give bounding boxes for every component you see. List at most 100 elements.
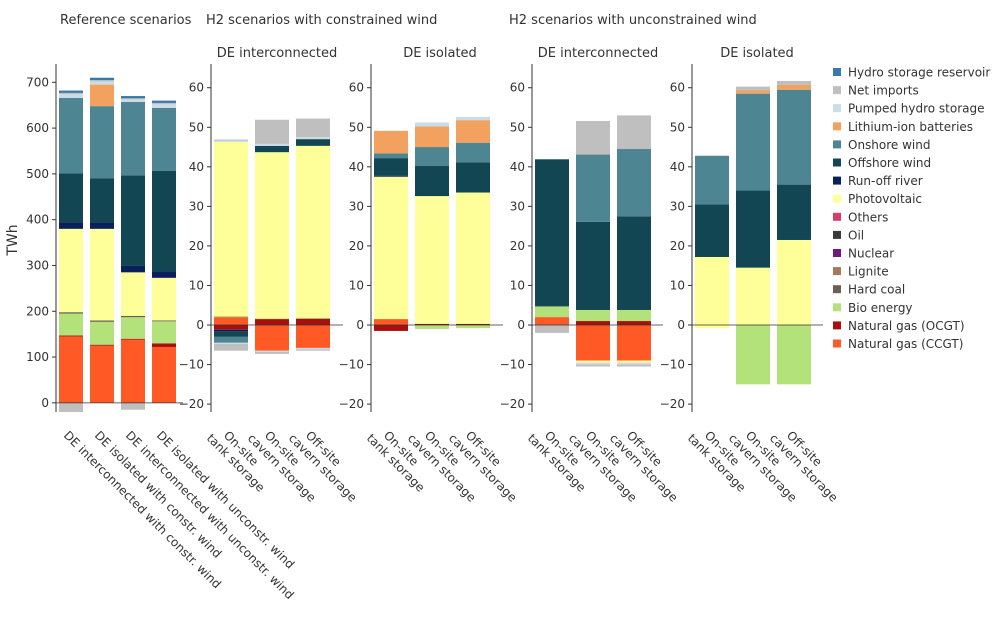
bar-segment-run-off-river <box>152 271 176 278</box>
bar-segment-neg-pumped-hydro-storage <box>576 362 610 365</box>
y-tick-label: 0 <box>356 318 364 332</box>
group-title-constrained: H2 scenarios with constrained wind <box>206 13 437 28</box>
y-tick-label: 20 <box>189 239 204 253</box>
bar-segment-hard-coal <box>121 315 145 318</box>
bar-segment-offshore-wind <box>152 170 176 272</box>
category-label: DE isolated with constr. wind <box>92 428 225 561</box>
bar-segment-offshore-wind <box>90 178 114 223</box>
bar-segment-neg-bio-energy <box>415 325 449 329</box>
bar-segment-photovoltaic <box>374 176 408 320</box>
y-tick-label: 30 <box>670 199 685 213</box>
y-tick-label: 0 <box>41 396 49 410</box>
y-tick-label: 50 <box>349 120 364 134</box>
bar-segment-neg-net-imports <box>576 364 610 367</box>
bar-segment-offshore-wind <box>576 221 610 310</box>
y-tick-label: 10 <box>189 278 204 292</box>
legend-swatch <box>833 303 841 312</box>
bar-segment-pumped-hydro-storage <box>214 140 248 142</box>
legend-swatch <box>833 68 841 76</box>
bar-segment-offshore-wind <box>374 158 408 176</box>
y-tick-label: −20 <box>179 397 204 411</box>
bar-segment-neg-pumped-hydro-storage <box>617 362 651 365</box>
bar-segment-natural-gas-ocgt <box>576 321 610 325</box>
bar-segment-natural-gas-ocgt <box>90 344 114 346</box>
bar-segment-run-off-river <box>59 222 83 229</box>
legend-swatch <box>833 194 841 203</box>
legend-item-bio-energy: Bio energy <box>833 301 913 315</box>
y-tick-label: 50 <box>670 120 685 134</box>
y-axis-label: TWh <box>5 224 21 256</box>
y-tick-label: 10 <box>510 278 525 292</box>
bar-segment-natural-gas-ccgt <box>535 317 569 325</box>
bar-segment-neg-net-imports <box>214 343 248 351</box>
bar-segment-net-imports <box>90 80 114 82</box>
y-tick-label: −20 <box>500 397 525 411</box>
y-tick-label: 40 <box>670 160 685 174</box>
bar-segment-net-imports <box>617 115 651 150</box>
legend: Hydro storage reservoir Net imports Pumped… <box>833 66 990 351</box>
legend-label: Net imports <box>848 84 919 98</box>
group-title-reference: Reference scenarios <box>60 13 192 28</box>
legend-swatch <box>833 212 841 221</box>
legend-label: Bio energy <box>848 301 913 315</box>
y-tick-label: 30 <box>510 199 525 213</box>
bar-segment-bio-energy <box>576 309 610 322</box>
bar-segment-lithium-ion-batteries <box>374 130 408 154</box>
y-tick-label: −10 <box>339 358 364 372</box>
bar-segment-neg-onshore-wind <box>214 336 248 343</box>
panel-title: DE isolated <box>403 46 477 61</box>
legend-item-nuclear: Nuclear <box>833 247 894 261</box>
bar-segment-bio-energy <box>59 313 83 336</box>
bar-segment-photovoltaic <box>90 228 114 321</box>
bar-segment-pumped-hydro-storage <box>456 116 490 121</box>
bar-segment-photovoltaic <box>415 196 449 324</box>
bar-segment-offshore-wind <box>296 139 330 146</box>
bar-segment-offshore-wind <box>617 216 651 310</box>
bar-segment-net-imports <box>736 86 770 91</box>
legend-swatch <box>833 104 841 113</box>
bar-segment-photovoltaic <box>59 228 83 313</box>
bar-segment-neg-natural-gas-ocgt <box>214 325 248 330</box>
bar-segment-bio-energy <box>90 321 114 345</box>
bar-segment-offshore-wind <box>695 204 729 257</box>
legend-swatch <box>833 249 841 257</box>
bar-segment-hydro-storage-reservoir <box>90 77 114 81</box>
bar-segment-neg-photovoltaic <box>695 325 729 329</box>
legend-swatch <box>833 339 841 348</box>
group-title-unconstrained: H2 scenarios with unconstrained wind <box>509 13 757 28</box>
y-tick-label: 50 <box>510 120 525 134</box>
bar-segment-pumped-hydro-storage <box>296 137 330 140</box>
bar-segment-offshore-wind <box>535 159 569 307</box>
y-tick-label: −20 <box>339 397 364 411</box>
bar-segment-natural-gas-ccgt <box>152 346 176 403</box>
legend-item-net-imports: Net imports <box>833 84 919 98</box>
legend-label: Natural gas (CCGT) <box>848 337 963 351</box>
bar-segment-offshore-wind <box>777 184 811 240</box>
bar-segment-natural-gas-ccgt <box>214 317 248 325</box>
bar-segment-photovoltaic <box>152 277 176 321</box>
bar-segment-net-imports <box>152 102 176 105</box>
bar-segment-lithium-ion-batteries <box>777 84 811 90</box>
bar-segment-neg-photovoltaic <box>576 360 610 363</box>
bar-segment-onshore-wind <box>736 93 770 191</box>
legend-swatch <box>833 321 841 330</box>
bar-segment-neg-natural-gas-ccgt <box>576 325 610 361</box>
bar-segment-onshore-wind <box>617 149 651 217</box>
bar-segment-hard-coal <box>90 320 114 322</box>
y-tick-label: 40 <box>189 160 204 174</box>
y-tick-label: 30 <box>189 199 204 213</box>
legend-label: Onshore wind <box>848 138 931 152</box>
legend-item-run-off-river: Run-off river <box>833 174 923 188</box>
y-tick-label: 0 <box>517 318 525 332</box>
legend-swatch <box>833 176 841 185</box>
bar-segment-neg-bio-energy <box>456 325 490 329</box>
y-tick-label: 10 <box>670 278 685 292</box>
bar-segment-neg-net-imports <box>59 402 83 412</box>
bar-segment-photovoltaic <box>736 267 770 325</box>
y-tick-label: 60 <box>189 81 204 95</box>
y-tick-label: 60 <box>349 81 364 95</box>
bar-segment-neg-bio-energy <box>777 325 811 385</box>
